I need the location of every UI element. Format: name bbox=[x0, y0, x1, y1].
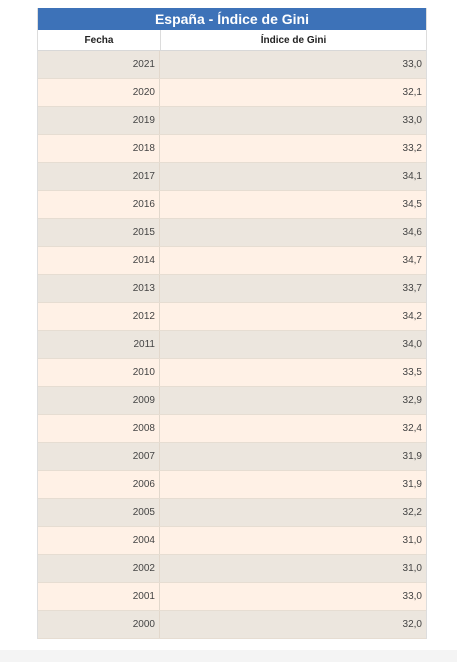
table-row: 2000 32,0 bbox=[38, 611, 426, 639]
column-header-gini: Índice de Gini bbox=[260, 34, 327, 46]
table-row: 2007 31,9 bbox=[38, 443, 426, 471]
table-body: 2021 33,0 2020 32,1 2019 33,0 2018 33,2 2017 34,1… bbox=[38, 51, 426, 639]
cell-gini-value: 33,0 bbox=[160, 51, 426, 78]
table-row: 2012 34,2 bbox=[38, 303, 426, 331]
column-header-date: Fecha bbox=[38, 30, 161, 50]
cell-gini-value: 34,1 bbox=[160, 163, 426, 190]
gini-table: España - Índice de Gini Fecha Índice de … bbox=[37, 8, 427, 639]
cell-gini-value: 33,2 bbox=[160, 135, 426, 162]
cell-date: 2021 bbox=[38, 51, 160, 78]
cell-gini-value: 33,0 bbox=[160, 107, 426, 134]
table-row: 2002 31,0 bbox=[38, 555, 426, 583]
cell-date: 2006 bbox=[38, 471, 160, 498]
cell-gini-value: 32,4 bbox=[160, 415, 426, 442]
table-row: 2017 34,1 bbox=[38, 163, 426, 191]
cell-gini-value: 33,0 bbox=[160, 583, 426, 610]
cell-gini-value: 34,7 bbox=[160, 247, 426, 274]
cell-gini-value: 31,0 bbox=[160, 555, 426, 582]
cell-date: 2019 bbox=[38, 107, 160, 134]
table-row: 2018 33,2 bbox=[38, 135, 426, 163]
table-row: 2006 31,9 bbox=[38, 471, 426, 499]
cell-gini-value: 34,6 bbox=[160, 219, 426, 246]
cell-gini-value: 32,1 bbox=[160, 79, 426, 106]
cell-date: 2007 bbox=[38, 443, 160, 470]
page-bottom-edge bbox=[0, 650, 457, 662]
cell-date: 2010 bbox=[38, 359, 160, 386]
cell-gini-value: 34,5 bbox=[160, 191, 426, 218]
table-row: 2008 32,4 bbox=[38, 415, 426, 443]
cell-date: 2013 bbox=[38, 275, 160, 302]
table-row: 2005 32,2 bbox=[38, 499, 426, 527]
table-row: 2009 32,9 bbox=[38, 387, 426, 415]
cell-date: 2012 bbox=[38, 303, 160, 330]
cell-date: 2008 bbox=[38, 415, 160, 442]
cell-date: 2018 bbox=[38, 135, 160, 162]
cell-gini-value: 33,5 bbox=[160, 359, 426, 386]
cell-gini-value: 31,9 bbox=[160, 443, 426, 470]
cell-gini-value: 31,0 bbox=[160, 527, 426, 554]
cell-gini-value: 33,7 bbox=[160, 275, 426, 302]
cell-date: 2015 bbox=[38, 219, 160, 246]
cell-date: 2005 bbox=[38, 499, 160, 526]
table-row: 2010 33,5 bbox=[38, 359, 426, 387]
cell-gini-value: 32,2 bbox=[160, 499, 426, 526]
table-row: 2011 34,0 bbox=[38, 331, 426, 359]
cell-date: 2017 bbox=[38, 163, 160, 190]
cell-gini-value: 32,0 bbox=[160, 611, 426, 638]
cell-date: 2001 bbox=[38, 583, 160, 610]
table-row: 2021 33,0 bbox=[38, 51, 426, 79]
cell-gini-value: 34,0 bbox=[160, 331, 426, 358]
cell-date: 2016 bbox=[38, 191, 160, 218]
cell-gini-value: 32,9 bbox=[160, 387, 426, 414]
table-row: 2013 33,7 bbox=[38, 275, 426, 303]
cell-date: 2009 bbox=[38, 387, 160, 414]
table-row: 2004 31,0 bbox=[38, 527, 426, 555]
table-row: 2016 34,5 bbox=[38, 191, 426, 219]
cell-date: 2020 bbox=[38, 79, 160, 106]
table-row: 2001 33,0 bbox=[38, 583, 426, 611]
cell-date: 2000 bbox=[38, 611, 160, 638]
table-row: 2020 32,1 bbox=[38, 79, 426, 107]
table-header-row: Fecha Índice de Gini bbox=[38, 30, 426, 51]
table-title: España - Índice de Gini bbox=[38, 8, 426, 30]
table-row: 2019 33,0 bbox=[38, 107, 426, 135]
cell-date: 2011 bbox=[38, 331, 160, 358]
cell-date: 2014 bbox=[38, 247, 160, 274]
table-row: 2014 34,7 bbox=[38, 247, 426, 275]
cell-gini-value: 34,2 bbox=[160, 303, 426, 330]
cell-gini-value: 31,9 bbox=[160, 471, 426, 498]
cell-date: 2004 bbox=[38, 527, 160, 554]
table-row: 2015 34,6 bbox=[38, 219, 426, 247]
cell-date: 2002 bbox=[38, 555, 160, 582]
